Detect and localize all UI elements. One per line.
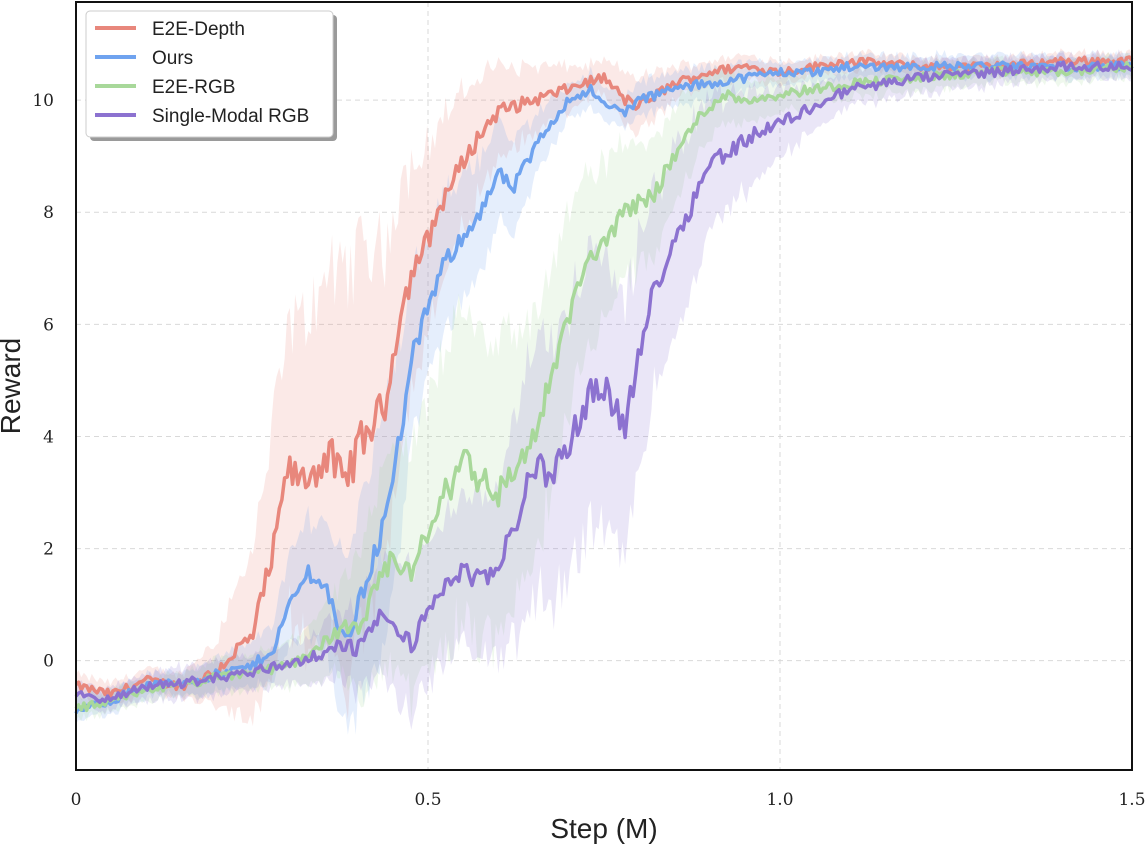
legend-label: Single-Modal RGB bbox=[152, 106, 309, 127]
x-tick-label: 0 bbox=[71, 790, 82, 810]
y-tick-label: 8 bbox=[43, 203, 54, 223]
x-tick-label: 1.0 bbox=[766, 790, 793, 810]
legend-label: Ours bbox=[152, 48, 193, 69]
y-axis-title: Reward bbox=[0, 338, 26, 434]
y-tick-label: 4 bbox=[43, 427, 54, 447]
series-line-3 bbox=[74, 60, 1133, 705]
legend: E2E-Depth Ours E2E-RGB Single-Modal RGB bbox=[85, 10, 337, 141]
y-tick-label: 2 bbox=[43, 540, 54, 560]
legend-box bbox=[85, 10, 334, 138]
legend-label: E2E-Depth bbox=[152, 19, 245, 40]
series-line-1 bbox=[74, 60, 1134, 715]
band-2 bbox=[76, 51, 1132, 722]
y-axis-ticks: 0 2 4 6 8 10 bbox=[32, 91, 54, 672]
band-1 bbox=[76, 49, 1132, 735]
x-tick-label: 1.5 bbox=[1118, 790, 1145, 810]
legend-label: E2E-RGB bbox=[152, 77, 235, 98]
band-0 bbox=[76, 48, 1132, 727]
series-lines bbox=[74, 55, 1134, 715]
x-axis-title: Step (M) bbox=[550, 813, 657, 844]
y-tick-label: 10 bbox=[32, 91, 54, 111]
plot-frame bbox=[75, 1, 1133, 771]
x-axis-ticks: 0 0.5 1.0 1.5 bbox=[71, 790, 1146, 810]
y-tick-label: 0 bbox=[43, 652, 54, 672]
x-tick-label: 0.5 bbox=[414, 790, 441, 810]
y-tick-label: 6 bbox=[43, 315, 54, 335]
